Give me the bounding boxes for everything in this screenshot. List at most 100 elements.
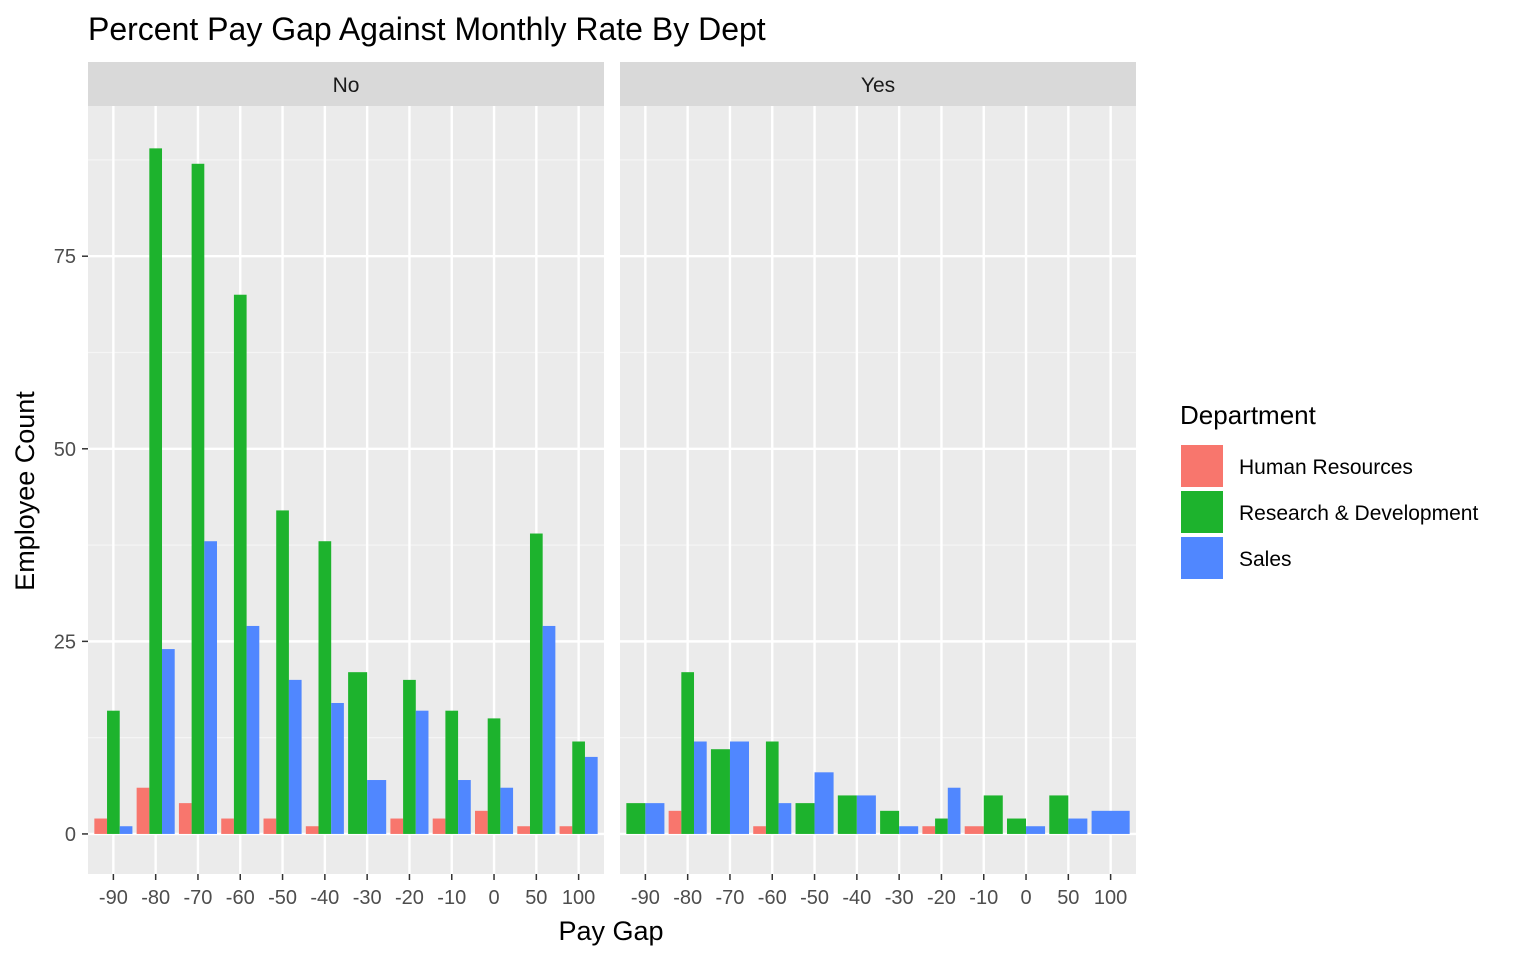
- bar-research-development--40: [837, 795, 857, 834]
- y-axis-label: Employee Count: [10, 391, 40, 591]
- bar-research-development--60: [765, 741, 779, 834]
- legend-title: Department: [1180, 400, 1317, 430]
- x-tick-label: 50: [1057, 887, 1079, 909]
- bar-sales-100: [584, 756, 598, 834]
- bar-human-resources--10: [432, 818, 446, 834]
- bar-human-resources--20: [922, 826, 936, 834]
- bar-research-development--30: [880, 810, 900, 834]
- x-tick-label: 50: [525, 887, 547, 909]
- bar-research-development--70: [710, 749, 730, 834]
- x-tick-label: 0: [488, 887, 499, 909]
- x-tick-label: -60: [226, 887, 255, 909]
- bar-human-resources-50: [517, 826, 530, 834]
- bar-human-resources--70: [178, 803, 192, 834]
- x-tick-label: 100: [562, 887, 595, 909]
- bar-sales--70: [729, 741, 749, 834]
- bar-sales-100: [1091, 810, 1130, 834]
- bar-sales--90: [119, 826, 133, 834]
- facet-strip: [88, 62, 604, 106]
- bar-research-development-100: [572, 741, 585, 834]
- x-tick-label: -90: [99, 887, 128, 909]
- bar-sales--30: [899, 826, 919, 834]
- bar-research-development-0: [1007, 818, 1027, 834]
- bar-research-development--20: [935, 818, 948, 834]
- x-tick-label: -30: [885, 887, 914, 909]
- bar-research-development-50: [1049, 795, 1069, 834]
- y-tick-label: 75: [54, 246, 76, 268]
- bar-sales--30: [367, 780, 387, 834]
- legend-label: Research & Development: [1239, 502, 1478, 525]
- facet-panel-no: No -90 -80 -70 -60 -50 -40 -30 -20 -10 0 50 100 0 25 50…: [54, 62, 604, 909]
- x-tick-label: -50: [268, 887, 297, 909]
- bar-research-development--10: [983, 795, 1003, 834]
- y-tick-label: 25: [54, 631, 76, 653]
- x-tick-label: -70: [716, 887, 745, 909]
- x-tick-label: 100: [1094, 887, 1127, 909]
- x-tick-label: -90: [631, 887, 660, 909]
- bar-research-development--20: [403, 679, 416, 834]
- x-tick-label: -50: [800, 887, 829, 909]
- facet-strip-label: No: [333, 74, 360, 97]
- bar-human-resources--80: [668, 810, 682, 834]
- legend-items: Human Resources Research & Development Sal…: [1181, 445, 1478, 579]
- bar-sales--80: [162, 649, 175, 834]
- bar-research-development--60: [233, 294, 247, 834]
- bar-sales--90: [645, 803, 665, 834]
- bar-research-development--50: [795, 803, 815, 834]
- x-tick-label: -80: [141, 887, 170, 909]
- bar-sales-50: [542, 625, 556, 834]
- bar-sales--60: [778, 803, 792, 834]
- legend-label: Human Resources: [1239, 456, 1413, 479]
- bar-sales-0: [1026, 826, 1046, 834]
- x-tick-label: -80: [673, 887, 702, 909]
- bar-research-development-0: [487, 718, 501, 834]
- bar-human-resources--20: [390, 818, 404, 834]
- x-tick-label: -30: [353, 887, 382, 909]
- x-tick-label: -40: [310, 887, 339, 909]
- facet-strip-label: Yes: [861, 74, 895, 97]
- bar-sales--20: [415, 710, 429, 834]
- bar-sales--50: [288, 679, 302, 834]
- bar-sales--60: [246, 625, 260, 834]
- facet-strip: [620, 62, 1136, 106]
- x-tick-label: -40: [842, 887, 871, 909]
- bar-human-resources-0: [475, 810, 488, 834]
- bar-human-resources--40: [305, 826, 319, 834]
- bar-sales--40: [331, 702, 344, 834]
- facet-panel-yes: Yes -90 -80 -70 -60 -50 -40 -30 -20 -10 0 50 100: [620, 62, 1136, 909]
- facet-panels: No -90 -80 -70 -60 -50 -40 -30 -20 -10 0 50 100 0 25 50…: [54, 62, 1136, 909]
- bar-sales-50: [1068, 818, 1088, 834]
- legend-key-research-development: [1181, 491, 1223, 533]
- x-tick-label: -60: [758, 887, 787, 909]
- bar-research-development--80: [149, 148, 163, 834]
- bar-human-resources--80: [136, 787, 150, 834]
- x-tick-label: 0: [1020, 887, 1031, 909]
- bar-research-development--70: [191, 163, 205, 834]
- bar-human-resources--90: [94, 818, 108, 834]
- bar-research-development--90: [107, 710, 120, 834]
- y-tick-label: 50: [54, 439, 76, 461]
- x-tick-label: -20: [927, 887, 956, 909]
- bar-research-development--90: [626, 803, 646, 834]
- x-tick-label: -70: [184, 887, 213, 909]
- bar-human-resources--10: [964, 826, 984, 834]
- legend: Department Human Resources Research & Dev…: [1180, 400, 1478, 579]
- legend-key-human-resources: [1181, 445, 1223, 487]
- x-tick-label: -20: [395, 887, 424, 909]
- bar-sales--80: [694, 741, 707, 834]
- bar-sales--20: [947, 787, 961, 834]
- bar-human-resources-100: [559, 826, 573, 834]
- bar-research-development--10: [445, 710, 459, 834]
- bar-research-development--50: [276, 510, 289, 834]
- bar-sales--70: [204, 541, 217, 834]
- bar-sales--50: [814, 772, 834, 834]
- bar-sales--40: [856, 795, 876, 834]
- chart-title: Percent Pay Gap Against Monthly Rate By …: [88, 11, 766, 47]
- bar-human-resources--50: [263, 818, 277, 834]
- bar-research-development-50: [529, 533, 543, 834]
- legend-label: Sales: [1239, 548, 1292, 571]
- bar-sales-0: [500, 787, 514, 834]
- bar-research-development--30: [348, 672, 368, 834]
- x-axis-label: Pay Gap: [558, 916, 663, 946]
